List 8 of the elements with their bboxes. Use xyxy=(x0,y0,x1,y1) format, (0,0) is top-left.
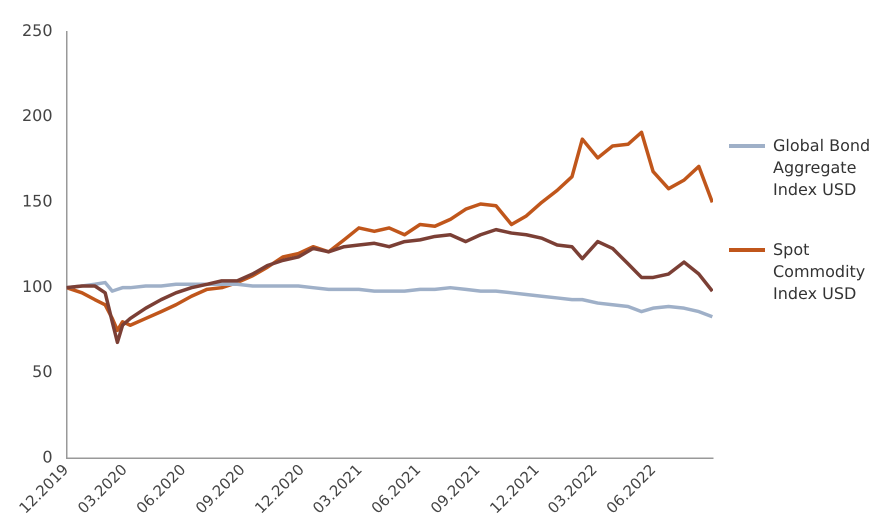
y-tick-label: 100 xyxy=(22,276,53,296)
y-tick-label: 150 xyxy=(22,191,53,210)
y-tick-label: 250 xyxy=(22,20,53,40)
y-tick-label: 200 xyxy=(22,106,53,126)
y-tick-label: 0 xyxy=(42,448,53,467)
legend-label: Global Bond Aggregate Index USD xyxy=(773,134,872,200)
legend-label: Spot Commodity Index USD xyxy=(773,238,866,304)
y-tick-label: 50 xyxy=(32,362,53,382)
